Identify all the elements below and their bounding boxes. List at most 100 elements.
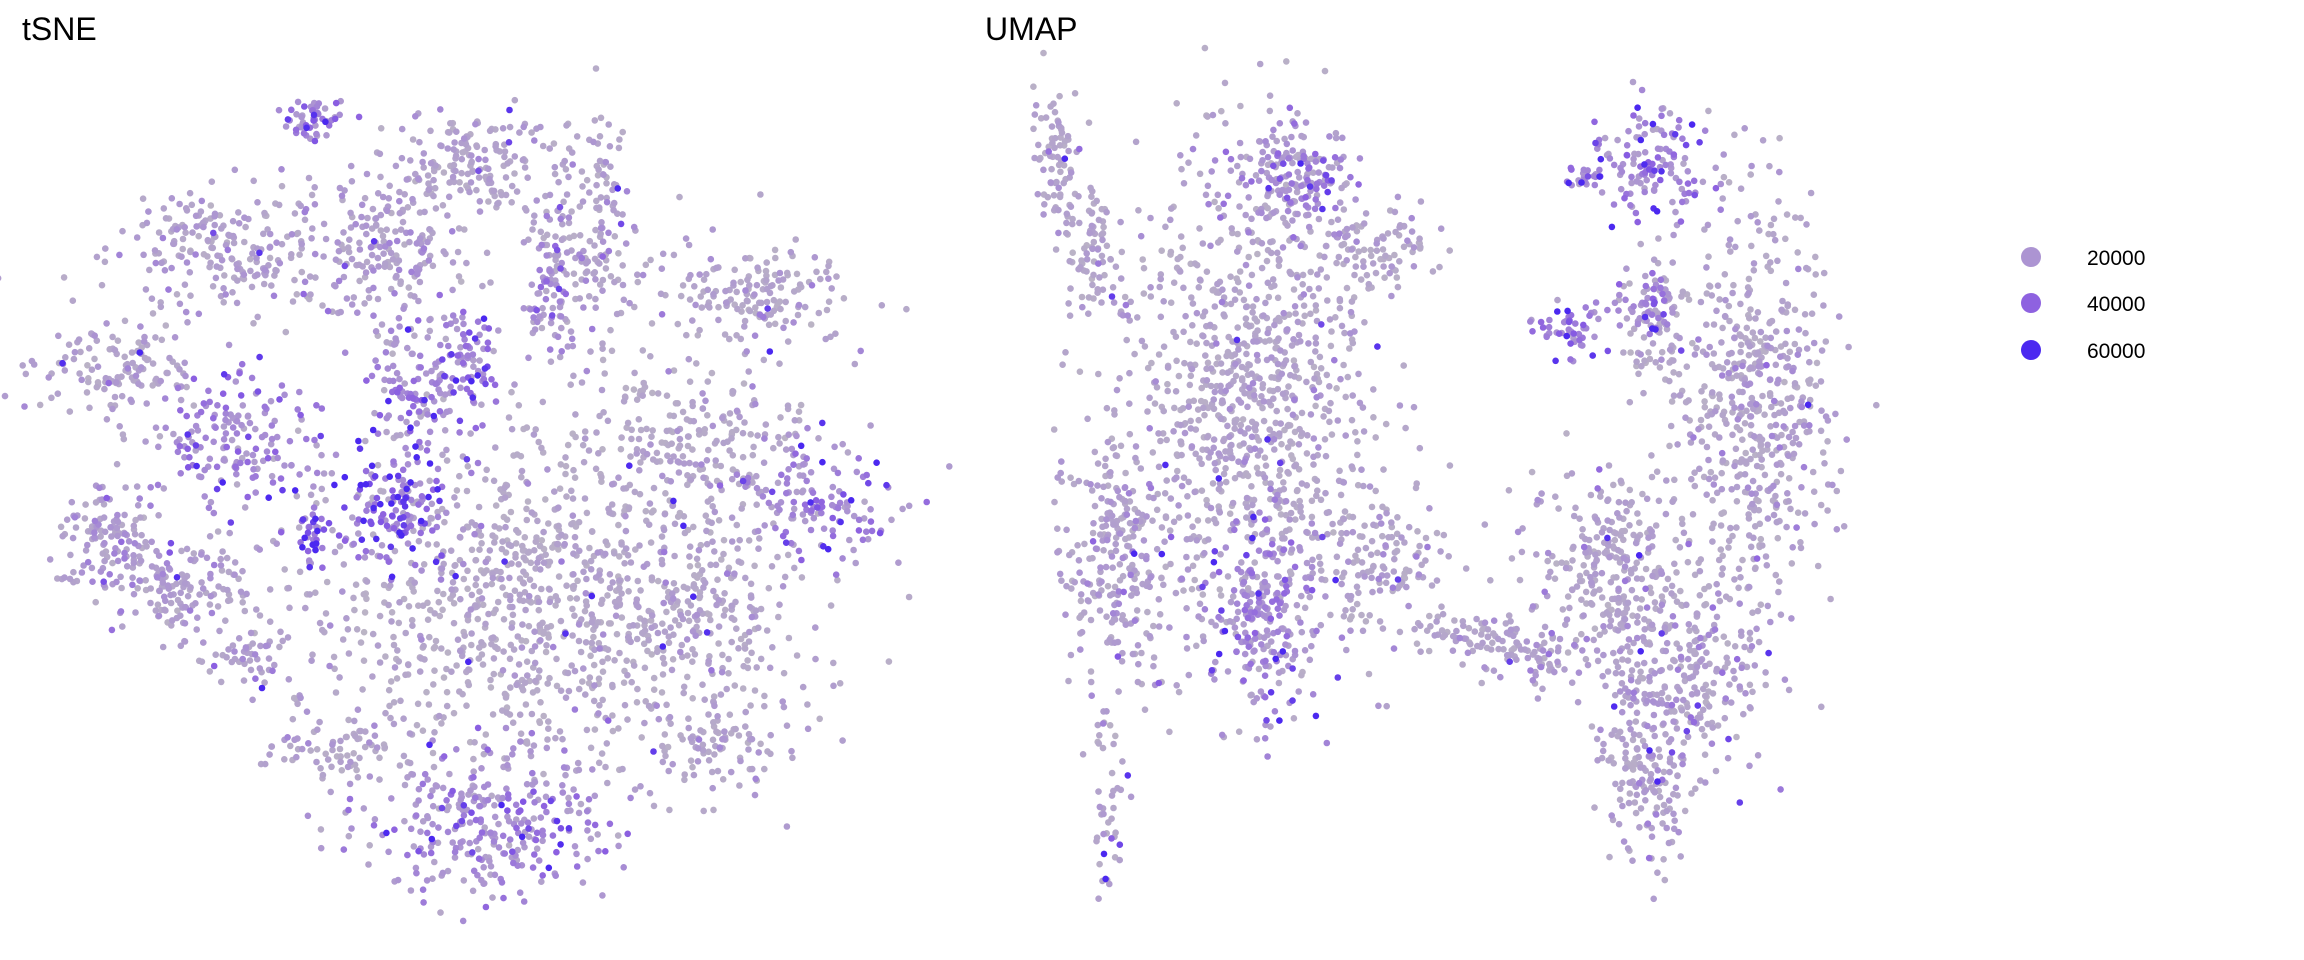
scatter-point [192,442,200,449]
scatter-point [528,129,535,136]
scatter-point [567,381,574,389]
scatter-point [1665,694,1672,702]
scatter-point [1196,225,1203,232]
scatter-point [499,794,507,802]
scatter-point [427,514,435,522]
scatter-point [1717,546,1725,553]
scatter-point [717,691,725,698]
scatter-point [85,378,92,386]
scatter-point [580,665,587,672]
scatter-point [689,695,696,702]
scatter-point [581,428,589,435]
scatter-point [1660,856,1667,863]
scatter-point [390,699,398,706]
scatter-point [1701,403,1709,411]
scatter-point [587,557,595,565]
scatter-point [140,338,148,345]
scatter-point [1117,442,1125,450]
scatter-point [593,197,600,205]
scatter-point [748,649,755,657]
scatter-point [602,538,610,545]
scatter-point [1555,505,1562,512]
scatter-point [456,533,464,541]
scatter-point [22,370,30,378]
scatter-point [353,494,361,501]
scatter-point [569,342,577,350]
scatter-point [596,260,603,267]
scatter-point [715,303,722,311]
scatter-point [450,709,458,717]
scatter-point [758,299,765,307]
scatter-point [624,575,631,582]
scatter-point [585,293,593,300]
scatter-point [626,462,633,470]
scatter-point [1393,539,1400,547]
scatter-point [234,265,241,273]
scatter-point [470,867,478,875]
scatter-point [1613,574,1620,581]
scatter-point [424,829,431,837]
scatter-point [484,339,492,347]
scatter-point [429,802,437,810]
scatter-point [140,251,147,259]
scatter-point [83,389,91,396]
scatter-point [525,592,533,600]
scatter-point [118,584,125,592]
scatter-point [523,424,531,431]
scatter-point [670,367,678,374]
scatter-point [217,555,224,563]
scatter-point [277,628,284,636]
scatter-point [147,484,154,491]
scatter-point [124,365,132,372]
scatter-point [342,733,350,741]
scatter-point [376,612,384,620]
scatter-point [830,659,837,667]
scatter-point [399,218,407,226]
scatter-point [442,335,450,343]
scatter-point [490,347,497,355]
scatter-point [716,744,724,751]
scatter-point [363,578,371,585]
scatter-point [648,433,655,441]
scatter-point [319,771,327,779]
scatter-point [125,538,133,545]
scatter-point [559,735,566,743]
scatter-point [539,142,547,150]
scatter-point [779,698,786,705]
scatter-point [425,701,433,708]
scatter-point [288,106,295,114]
scatter-point [424,172,432,179]
scatter-point [71,348,79,356]
scatter-point [400,715,407,722]
scatter-point [544,680,551,687]
scatter-point [457,839,464,846]
scatter-point [46,556,54,563]
scatter-point [281,462,288,469]
scatter-point [607,326,614,334]
scatter-point [536,266,543,274]
scatter-point [347,758,354,766]
scatter-point [573,863,581,870]
scatter-point [374,295,382,303]
scatter-point [132,609,139,616]
scatter-point [213,263,220,270]
scatter-point [233,299,241,307]
scatter-point [591,117,599,124]
scatter-point [1393,274,1401,281]
scatter-point [1379,532,1386,540]
scatter-point [624,716,631,723]
scatter-point [524,819,532,826]
scatter-point [467,787,474,794]
scatter-point [256,665,264,672]
scatter-point [518,833,526,841]
scatter-point [310,483,317,490]
scatter-point [738,505,745,512]
scatter-point [345,244,352,251]
scatter-point [1218,107,1225,115]
scatter-point [686,553,693,560]
scatter-point [878,302,886,309]
scatter-point [798,556,805,564]
scatter-point [782,539,790,546]
scatter-point [361,300,368,307]
scatter-point [219,390,227,398]
